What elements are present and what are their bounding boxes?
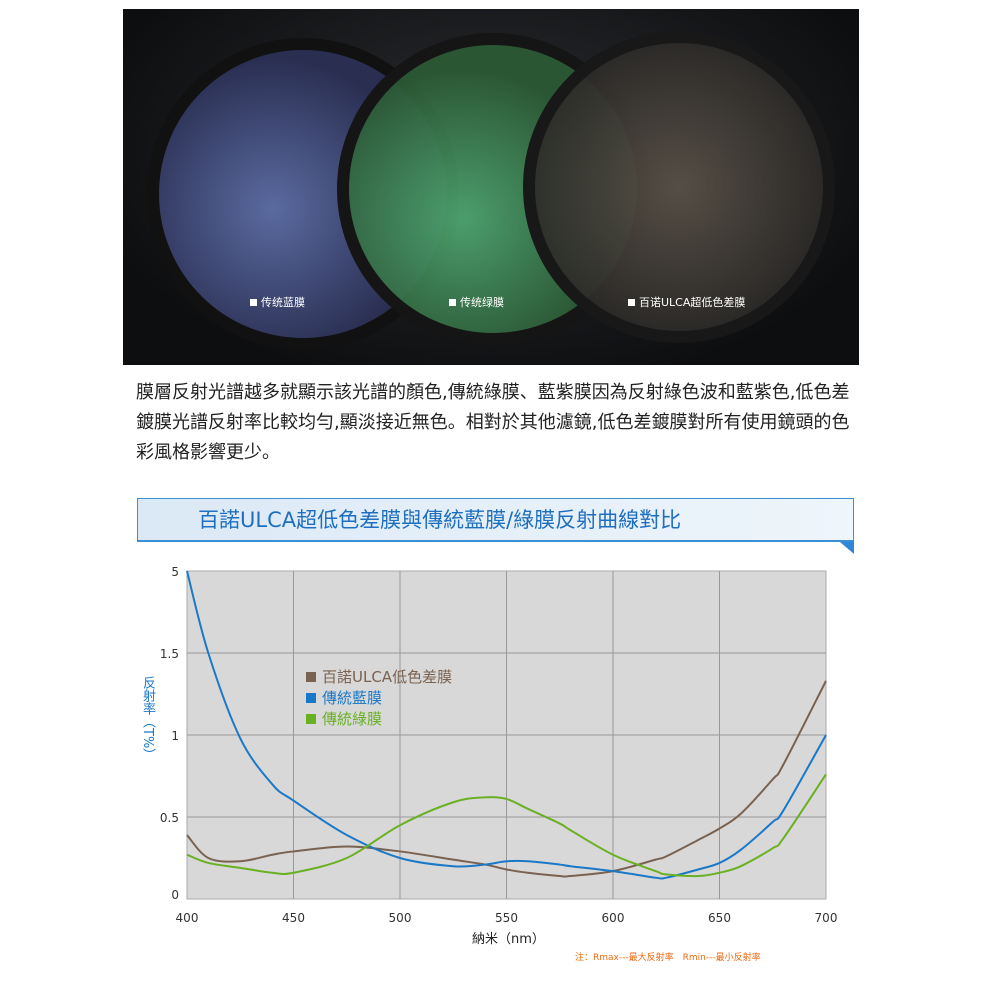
legend-ulca: 百諾ULCA低色差膜 bbox=[306, 668, 452, 686]
chart-title: 百諾ULCA超低色差膜與傳統藍膜/綠膜反射曲線對比 bbox=[198, 508, 682, 532]
y-tick-label: 0 bbox=[171, 888, 179, 902]
x-tick-label: 550 bbox=[495, 911, 518, 925]
series-line-1 bbox=[186, 570, 827, 880]
banner-corner bbox=[840, 542, 854, 554]
label-blue-filter: 传统蓝膜 bbox=[250, 296, 305, 309]
legend-blue: 傳統藍膜 bbox=[306, 689, 382, 707]
label-ulca-filter: 百诺ULCA超低色差膜 bbox=[628, 296, 745, 309]
description-text: 膜層反射光譜越多就顯示該光譜的顏色,傳統綠膜、藍紫膜因為反射綠色波和藍紫色,低色… bbox=[136, 382, 850, 463]
label-green-filter: 传统绿膜 bbox=[449, 296, 504, 309]
x-tick-label: 600 bbox=[602, 911, 625, 925]
legend-swatch bbox=[306, 672, 316, 682]
legend-label: 傳統藍膜 bbox=[322, 689, 383, 707]
y-tick-label: 1 bbox=[171, 729, 179, 743]
x-tick-label: 400 bbox=[176, 911, 199, 925]
chart-banner: 百諾ULCA超低色差膜與傳統藍膜/綠膜反射曲線對比 bbox=[137, 498, 854, 554]
legend-swatch bbox=[306, 693, 316, 703]
legend-label: 百諾ULCA低色差膜 bbox=[322, 668, 453, 686]
series-line-2 bbox=[186, 773, 827, 878]
legend-swatch bbox=[306, 714, 316, 724]
legend-label: 傳統綠膜 bbox=[322, 710, 383, 728]
x-tick-label: 500 bbox=[389, 911, 412, 925]
lens-filters-illustration bbox=[147, 31, 835, 350]
y-tick-label: 1.5 bbox=[160, 647, 179, 661]
y-tick-label: 5 bbox=[171, 565, 179, 579]
y-tick-label: 0.5 bbox=[160, 811, 179, 825]
series-line-0 bbox=[186, 680, 827, 878]
ulca-filter bbox=[523, 31, 835, 343]
legend-green: 傳統綠膜 bbox=[306, 710, 382, 728]
x-tick-label: 650 bbox=[708, 911, 731, 925]
footnote: 注：Rmax---最大反射率 Rmin---最小反射率 bbox=[575, 953, 761, 963]
x-axis-label: 納米（nm） bbox=[472, 932, 545, 947]
x-tick-label: 700 bbox=[815, 911, 838, 925]
y-axis-label: 反射率（T%） bbox=[140, 676, 155, 762]
x-tick-label: 450 bbox=[282, 911, 305, 925]
filters-photo bbox=[123, 9, 859, 365]
